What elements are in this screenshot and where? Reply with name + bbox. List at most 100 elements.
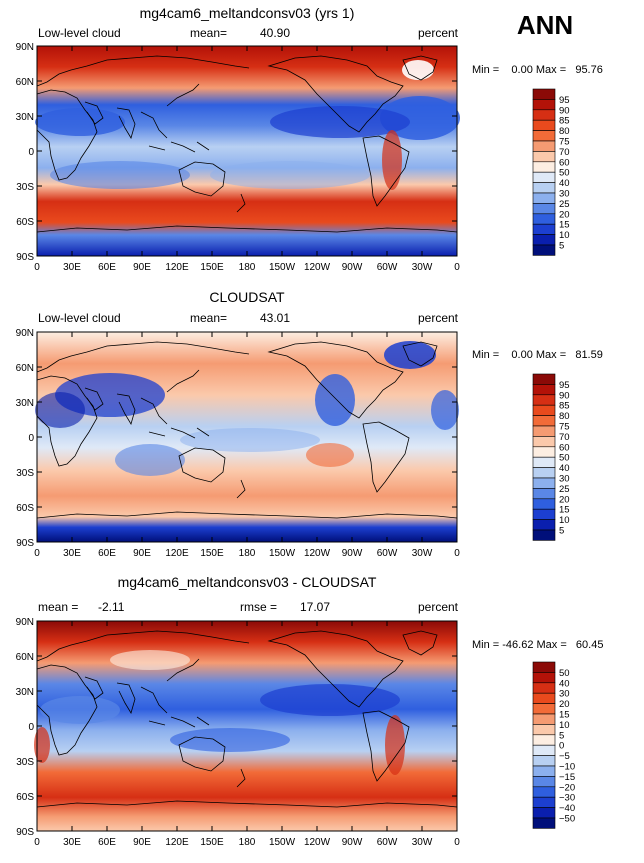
lon-tick-label: 60W bbox=[377, 837, 398, 848]
lon-tick-label: 60W bbox=[377, 262, 398, 273]
lat-tick-label: 30S bbox=[16, 757, 34, 768]
colorbar-label: 50 bbox=[559, 453, 570, 464]
colorbar-label: 40 bbox=[559, 463, 570, 474]
colorbar-label: 80 bbox=[559, 126, 570, 137]
colorbar-swatch bbox=[532, 456, 556, 468]
panel-1-stat1-label: mean= bbox=[190, 26, 227, 40]
colorbar-swatch bbox=[532, 703, 556, 715]
colorbar-label: 50 bbox=[559, 168, 570, 179]
colorbar-label: 90 bbox=[559, 390, 570, 401]
panel-1-title: mg4cam6_meltandconsv03 (yrs 1) bbox=[140, 5, 355, 21]
lon-tick-label: 60W bbox=[377, 548, 398, 559]
lon-tick-label: 120W bbox=[304, 548, 331, 559]
lon-tick-label: 30E bbox=[63, 262, 81, 273]
colorbar-swatch bbox=[532, 109, 556, 121]
colorbar-label: 15 bbox=[559, 505, 570, 516]
lon-tick-label: 180 bbox=[239, 548, 256, 559]
lat-tick-label: 60N bbox=[16, 652, 34, 663]
lon-tick-label: 120W bbox=[304, 262, 331, 273]
colorbar-swatch bbox=[532, 213, 556, 225]
lat-tick-label: 90S bbox=[16, 827, 34, 838]
panel-3-field-patches bbox=[34, 650, 405, 775]
lat-tick-label: 60S bbox=[16, 503, 34, 514]
colorbar-label: 75 bbox=[559, 422, 570, 433]
colorbar-label: 30 bbox=[559, 474, 570, 485]
lon-tick-label: 0 bbox=[34, 837, 40, 848]
colorbar-swatch bbox=[532, 796, 556, 808]
colorbar-label: 5 bbox=[559, 241, 564, 252]
lat-tick-label: 90N bbox=[16, 617, 34, 628]
colorbar-swatch bbox=[532, 140, 556, 152]
colorbar-swatch bbox=[532, 446, 556, 458]
lon-tick-label: 120E bbox=[165, 548, 189, 559]
colorbar-swatch bbox=[532, 765, 556, 777]
colorbar-swatch bbox=[532, 467, 556, 479]
lon-tick-label: 90E bbox=[133, 837, 151, 848]
colorbar-label: 20 bbox=[559, 209, 570, 220]
lon-tick-label: 60E bbox=[98, 262, 116, 273]
lon-tick-label: 30W bbox=[412, 548, 433, 559]
colorbar-swatch bbox=[532, 682, 556, 694]
lon-tick-label: 150W bbox=[269, 548, 296, 559]
lon-tick-label: 30W bbox=[412, 837, 433, 848]
colorbar-label: 60 bbox=[559, 442, 570, 453]
colorbar-swatch bbox=[532, 786, 556, 798]
colorbar-swatch bbox=[532, 672, 556, 684]
lon-tick-label: 120E bbox=[165, 262, 189, 273]
colorbar-swatch bbox=[532, 404, 556, 416]
panel-3-map-field bbox=[37, 621, 457, 831]
colorbar-label: 60 bbox=[559, 157, 570, 168]
lon-tick-label: 90W bbox=[342, 262, 363, 273]
panel-3-stat2-label: rmse = bbox=[240, 600, 277, 614]
colorbar-label: 25 bbox=[559, 199, 570, 210]
lon-tick-label: 150W bbox=[269, 262, 296, 273]
panel-3-minmax: Min = -46.62 Max = 60.45 bbox=[472, 639, 603, 651]
colorbar-swatch bbox=[532, 529, 556, 541]
colorbar-swatch bbox=[532, 151, 556, 163]
lon-tick-label: 30W bbox=[412, 262, 433, 273]
colorbar-label: 75 bbox=[559, 137, 570, 148]
colorbar-label: 85 bbox=[559, 116, 570, 127]
lon-tick-label: 90E bbox=[133, 548, 151, 559]
panel-2-stat1-value: 43.01 bbox=[260, 311, 290, 325]
colorbar-label: 70 bbox=[559, 432, 570, 443]
lon-tick-label: 0 bbox=[454, 837, 460, 848]
panel-3-stat2-value: 17.07 bbox=[300, 600, 330, 614]
colorbar-label: 40 bbox=[559, 178, 570, 189]
colorbar-label: 70 bbox=[559, 147, 570, 158]
lon-tick-label: 30E bbox=[63, 837, 81, 848]
colorbar-swatch bbox=[532, 373, 556, 385]
colorbar-label: 80 bbox=[559, 411, 570, 422]
lat-tick-label: 90N bbox=[16, 42, 34, 53]
colorbar-swatch bbox=[532, 161, 556, 173]
lon-tick-label: 120W bbox=[304, 837, 331, 848]
colorbar-label: −40 bbox=[559, 803, 575, 814]
lon-tick-label: 90E bbox=[133, 262, 151, 273]
lon-tick-label: 60E bbox=[98, 837, 116, 848]
lat-tick-label: 0 bbox=[28, 433, 34, 444]
lat-tick-label: 0 bbox=[28, 722, 34, 733]
colorbar-swatch bbox=[532, 88, 556, 100]
colorbar-swatch bbox=[532, 171, 556, 183]
lat-tick-label: 90S bbox=[16, 538, 34, 549]
colorbar-swatch bbox=[532, 119, 556, 131]
colorbar-label: 30 bbox=[559, 189, 570, 200]
lon-tick-label: 150E bbox=[200, 262, 224, 273]
panel-2-units: percent bbox=[418, 311, 459, 325]
lon-tick-label: 0 bbox=[34, 548, 40, 559]
colorbar-swatch bbox=[532, 661, 556, 673]
panel-2-variable: Low-level cloud bbox=[38, 311, 121, 325]
colorbar-label: 20 bbox=[559, 699, 570, 710]
colorbar-swatch bbox=[532, 817, 556, 829]
panel-2-title: CLOUDSAT bbox=[209, 289, 285, 305]
colorbar-label: 90 bbox=[559, 105, 570, 116]
lat-tick-label: 0 bbox=[28, 147, 34, 158]
colorbar-swatch bbox=[532, 713, 556, 725]
colorbar-label: −5 bbox=[559, 751, 570, 762]
colorbar-swatch bbox=[532, 394, 556, 406]
colorbar-label: −30 bbox=[559, 793, 575, 804]
